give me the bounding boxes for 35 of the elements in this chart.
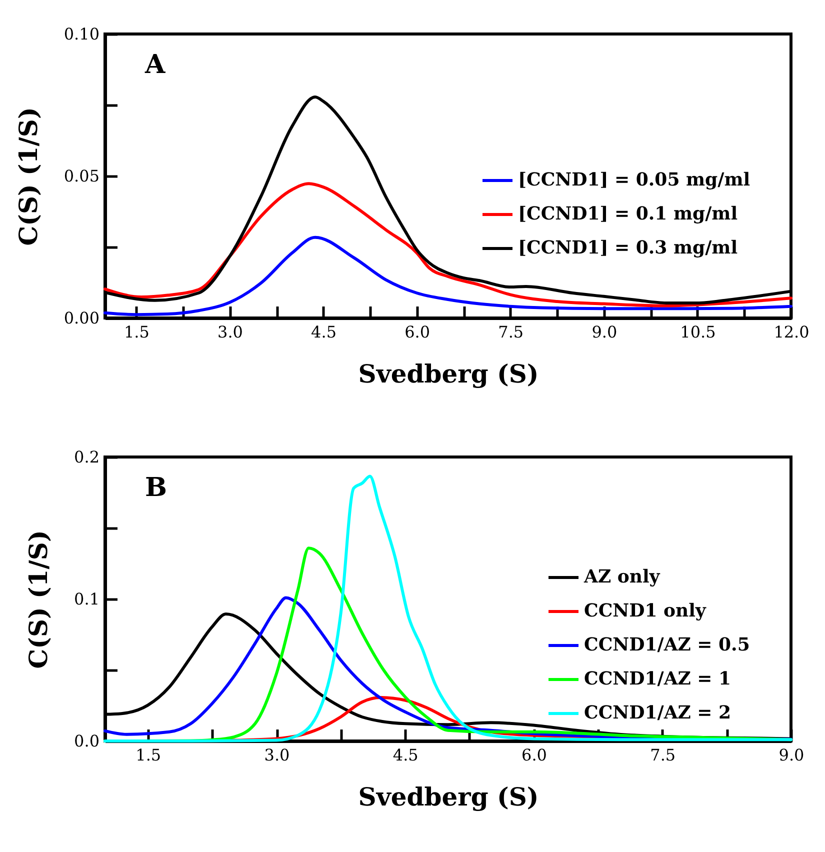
y-axis-title: C(S) (1/S)	[14, 107, 43, 246]
y-tick-label: 0.05	[64, 166, 100, 186]
x-tick-label: 9.0	[778, 746, 804, 764]
x-tick-label: 12.0	[774, 322, 810, 342]
x-tick-label: 3.0	[218, 322, 243, 342]
annotation: B	[145, 473, 167, 503]
x-tick-label: 9.0	[592, 322, 618, 342]
legend-label: [CCND1] = 0.3 mg/ml	[518, 238, 738, 258]
x-tick-label: 6.0	[522, 746, 547, 764]
x-tick-label: 7.5	[650, 746, 676, 764]
y-tick-label: 0.10	[64, 24, 100, 44]
legend-label: CCND1 only	[584, 600, 706, 622]
x-tick-label: 3.0	[264, 746, 290, 764]
y-tick-label: 0.00	[64, 308, 100, 328]
x-tick-label: 1.5	[136, 746, 162, 764]
x-tick-label: 1.5	[124, 322, 150, 342]
x-axis-title: Svedberg (S)	[358, 360, 539, 388]
x-tick-label: 4.5	[311, 322, 336, 342]
y-tick-label: 0.1	[74, 590, 100, 608]
x-tick-label: 7.5	[498, 322, 524, 342]
legend-label: [CCND1] = 0.05 mg/ml	[518, 170, 750, 190]
y-axis-title: C(S) (1/S)	[24, 530, 54, 669]
legend-label: CCND1/AZ = 2	[584, 702, 732, 724]
x-tick-label: 10.5	[680, 322, 716, 342]
y-tick-label: 0.0	[74, 732, 100, 750]
annotation: A	[144, 50, 166, 80]
legend-label: CCND1/AZ = 1	[584, 668, 732, 690]
x-tick-label: 4.5	[392, 746, 418, 764]
line-series	[104, 236, 792, 316]
x-tick-label: 6.0	[404, 322, 430, 342]
y-tick-label: 0.2	[74, 448, 100, 466]
legend-label: CCND1/AZ = 0.5	[584, 634, 750, 656]
legend-label: AZ only	[583, 566, 660, 588]
legend-label: [CCND1] = 0.1 mg/ml	[518, 204, 738, 224]
x-axis-title: Svedberg (S)	[358, 782, 539, 812]
